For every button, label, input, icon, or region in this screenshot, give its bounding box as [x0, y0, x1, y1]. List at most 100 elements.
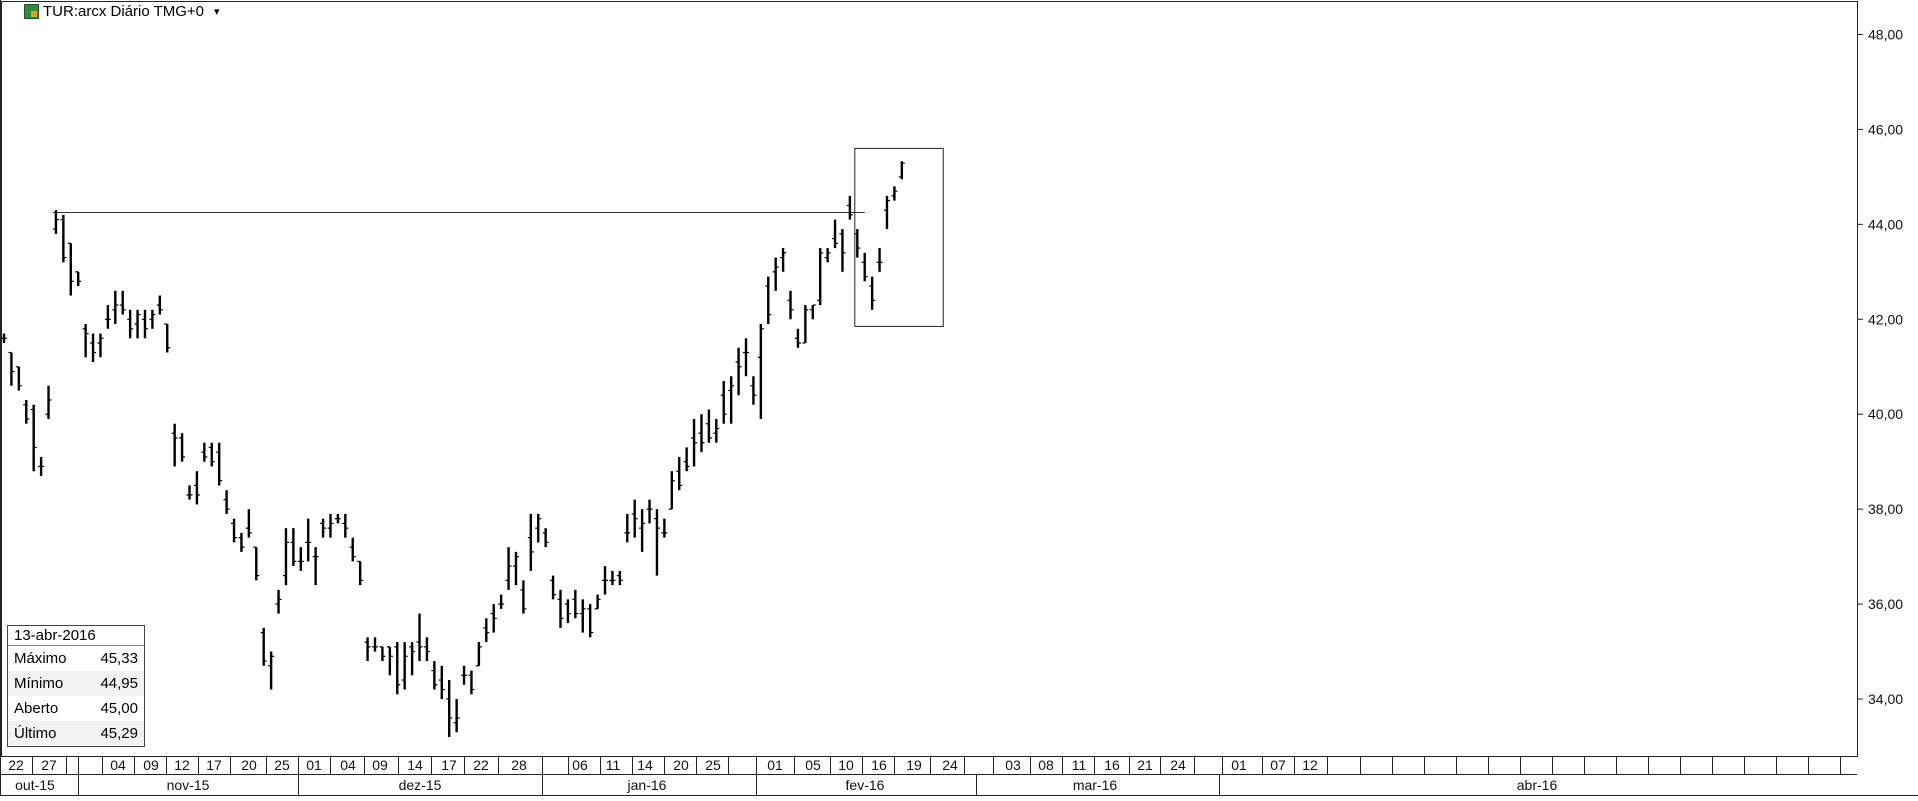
- info-label: Mínimo: [14, 675, 64, 692]
- ohlc-bar: [268, 651, 275, 690]
- ohlc-bar: [8, 351, 15, 386]
- ohlc-bar: [208, 442, 215, 467]
- plot-border: [1, 1, 1858, 757]
- x-day-label: 19: [906, 757, 922, 773]
- ohlc-bar: [824, 248, 831, 263]
- ohlc-bar: [119, 290, 126, 315]
- ohlc-bar: [542, 528, 549, 548]
- symbol-label: TUR:arcx Diário TMG+0: [43, 2, 205, 20]
- info-row-close: Último 45,29: [8, 721, 144, 746]
- ohlc-bar: [609, 570, 616, 586]
- ohlc-bar: [616, 570, 623, 586]
- x-day-label: 16: [871, 757, 887, 773]
- ohlc-bar: [557, 589, 564, 628]
- price-axis: 34,00 36,00 38,00 40,00 42,00 44,00 46,00 48,00: [1857, 26, 1903, 707]
- info-label: Aberto: [14, 700, 59, 717]
- x-month-label: mar-16: [1073, 777, 1118, 793]
- ohlc-bar: [505, 547, 512, 590]
- ohlc-bar: [334, 513, 341, 524]
- ohlc-bar: [698, 414, 705, 453]
- x-day-label: 17: [206, 757, 222, 773]
- x-day-label: 01: [306, 757, 322, 773]
- ohlc-bar: [297, 547, 304, 571]
- chart-title[interactable]: TUR:arcx Diário TMG+0 ▾: [24, 2, 220, 20]
- x-day-label: 14: [637, 757, 653, 773]
- ohlc-bar: [379, 646, 386, 662]
- y-tick-label: 48,00: [1868, 26, 1903, 42]
- highlight-box: [854, 147, 944, 327]
- x-day-label: 24: [942, 757, 958, 773]
- ohlc-bar: [839, 229, 846, 272]
- ohlc-bar: [75, 271, 82, 287]
- x-day-label: 25: [705, 757, 721, 773]
- ohlc-bar: [245, 509, 252, 538]
- ohlc-bar: [141, 309, 148, 339]
- ohlc-bar: [579, 599, 586, 633]
- ohlc-bar: [624, 513, 631, 543]
- info-label: Máximo: [14, 650, 67, 667]
- ohlc-bar: [832, 219, 839, 249]
- ohlc-bar: [772, 257, 779, 291]
- x-day-label: 04: [340, 757, 356, 773]
- ohlc-bar: [342, 513, 349, 538]
- ohlc-bar: [67, 242, 74, 296]
- ohlc-bar: [483, 618, 490, 643]
- ohlc-bar: [1, 333, 7, 344]
- x-day-label: 10: [838, 757, 854, 773]
- ohlc-bar: [60, 214, 67, 263]
- ohlc-bar: [854, 229, 861, 258]
- ohlc-bar: [527, 513, 534, 571]
- y-tick-label: 36,00: [1868, 596, 1903, 612]
- ohlc-bar: [631, 499, 638, 538]
- ohlc-bar: [757, 324, 764, 419]
- x-day-label: 04: [110, 757, 126, 773]
- x-day-label: 01: [767, 757, 783, 773]
- price-bars: [1, 161, 905, 738]
- ohlc-bar: [468, 670, 475, 695]
- ohlc-bar: [223, 490, 230, 514]
- ohlc-bar: [794, 328, 801, 348]
- ohlc-bar: [787, 290, 794, 320]
- ohlc-bar: [572, 589, 579, 619]
- ohlc-bar: [112, 290, 119, 325]
- info-date: 13-abr-2016: [8, 626, 144, 646]
- ohlc-bar: [238, 532, 245, 552]
- info-value: 45,29: [100, 725, 138, 742]
- x-day-label: 21: [1137, 757, 1153, 773]
- x-day-label: 22: [8, 757, 24, 773]
- x-day-label: 22: [473, 757, 489, 773]
- ohlc-bar: [186, 485, 193, 500]
- ohlc-bar: [312, 547, 319, 586]
- ohlc-bar: [676, 456, 683, 491]
- ohlc-bar: [193, 471, 200, 505]
- ohlc-bar: [683, 447, 690, 472]
- ohlc-bar: [520, 580, 527, 614]
- ohlc-bar: [809, 304, 816, 320]
- plot-area: [0, 0, 1858, 796]
- ohlc-bar: [498, 594, 505, 609]
- x-day-label: 28: [511, 757, 527, 773]
- x-day-label: 16: [1104, 757, 1120, 773]
- x-day-label: 27: [41, 757, 57, 773]
- time-axis: 22 27 04 09 12 17 20 25 01 04 09 14 17 22 28 06 11 14 20 25…: [0, 756, 1918, 796]
- x-day-label: 11: [1072, 757, 1087, 773]
- ohlc-bar: [817, 248, 824, 306]
- x-day-label: 12: [1302, 757, 1318, 773]
- ohlc-bar: [898, 161, 905, 180]
- ohlc-bar: [423, 637, 430, 662]
- ohlc-bar: [253, 546, 260, 581]
- x-day-label: 14: [407, 757, 423, 773]
- ohlc-bar: [846, 195, 853, 220]
- x-day-label: 08: [1038, 757, 1054, 773]
- y-tick-label: 34,00: [1868, 691, 1903, 707]
- y-tick-label: 46,00: [1868, 121, 1903, 137]
- x-day-label: 01: [1231, 757, 1247, 773]
- ohlc-bar: [156, 295, 163, 315]
- x-month-label: nov-15: [167, 777, 210, 793]
- info-row-open: Aberto 45,00: [8, 696, 144, 721]
- ohlc-bar: [750, 376, 757, 405]
- ohlc-bar: [275, 589, 282, 614]
- ohlc-bar: [149, 309, 156, 329]
- dropdown-caret-icon[interactable]: ▾: [214, 5, 220, 18]
